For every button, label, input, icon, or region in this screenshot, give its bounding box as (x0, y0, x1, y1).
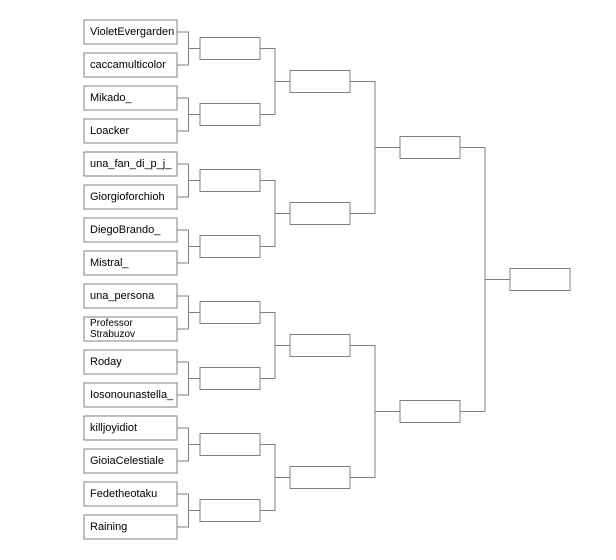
bracket-connector (177, 494, 189, 527)
bracket-connector (260, 445, 275, 511)
bracket-slot (400, 401, 460, 423)
bracket-entrant: Roday (84, 350, 177, 374)
bracket-connector (177, 296, 189, 329)
bracket-connector (260, 181, 275, 247)
bracket-slot (290, 335, 350, 357)
bracket-connector (350, 82, 375, 214)
bracket-slot (200, 302, 260, 324)
bracket-entrant: Mistral_ (84, 251, 177, 275)
bracket-entrant: DiegoBrando_ (84, 218, 177, 242)
bracket-connector (177, 362, 189, 395)
bracket-connector (177, 98, 189, 131)
entrant-label: killjoyidiot (90, 422, 137, 434)
bracket-entrant: caccamulticolor (84, 53, 177, 77)
bracket-connector (177, 32, 189, 65)
bracket-connector (177, 230, 189, 263)
bracket-entrant: una_fan_di_p_j_ (84, 152, 177, 176)
entrant-label: Roday (90, 356, 122, 368)
entrant-label: Mistral_ (90, 257, 129, 269)
entrant-label: Professor (90, 318, 133, 329)
bracket-slot (290, 71, 350, 93)
entrant-label: Giorgioforchioh (90, 191, 165, 203)
bracket-entrant: Fedetheotaku (84, 482, 177, 506)
entrant-label: una_persona (90, 290, 155, 302)
entrant-label: caccamulticolor (90, 59, 166, 71)
bracket-entrant: Raining (84, 515, 177, 539)
entrant-label: Raining (90, 521, 127, 533)
bracket-slot (290, 203, 350, 225)
bracket-connector (260, 313, 275, 379)
bracket-entrant: una_persona (84, 284, 177, 308)
bracket-slot (200, 236, 260, 258)
entrant-label: Iosonounastella_ (90, 389, 174, 401)
entrant-label: VioletEvergarden (90, 26, 174, 38)
bracket-slot (200, 368, 260, 390)
entrant-label: una_fan_di_p_j_ (90, 158, 172, 170)
bracket-connector (177, 164, 189, 197)
entrant-label: Strabuzov (90, 329, 135, 340)
bracket-slot (200, 170, 260, 192)
bracket-slot (510, 269, 570, 291)
entrant-label: Loacker (90, 125, 129, 137)
entrant-label: Mikado_ (90, 92, 132, 104)
bracket-entrant: killjoyidiot (84, 416, 177, 440)
bracket-entrant: Mikado_ (84, 86, 177, 110)
bracket-slot (200, 104, 260, 126)
bracket-entrant: VioletEvergarden (84, 20, 177, 44)
bracket-connector (350, 346, 375, 478)
bracket-slot (400, 137, 460, 159)
bracket-connector (460, 148, 485, 412)
tournament-bracket: VioletEvergarden caccamulticolor Mikado_ Lo… (0, 0, 616, 560)
bracket-slot (200, 38, 260, 60)
entrant-label: Fedetheotaku (90, 488, 157, 500)
entrant-label: DiegoBrando_ (90, 224, 161, 236)
bracket-slot (200, 500, 260, 522)
bracket-entrant: Loacker (84, 119, 177, 143)
entrant-label: GioiaCelestiale (90, 455, 164, 467)
bracket-slot (290, 467, 350, 489)
bracket-connector (260, 49, 275, 115)
bracket-connector (177, 428, 189, 461)
bracket-entrant: Iosonounastella_ (84, 383, 177, 407)
bracket-entrant: Giorgioforchioh (84, 185, 177, 209)
bracket-entrant: GioiaCelestiale (84, 449, 177, 473)
bracket-slot (200, 434, 260, 456)
bracket-entrant: ProfessorStrabuzov (84, 317, 177, 341)
